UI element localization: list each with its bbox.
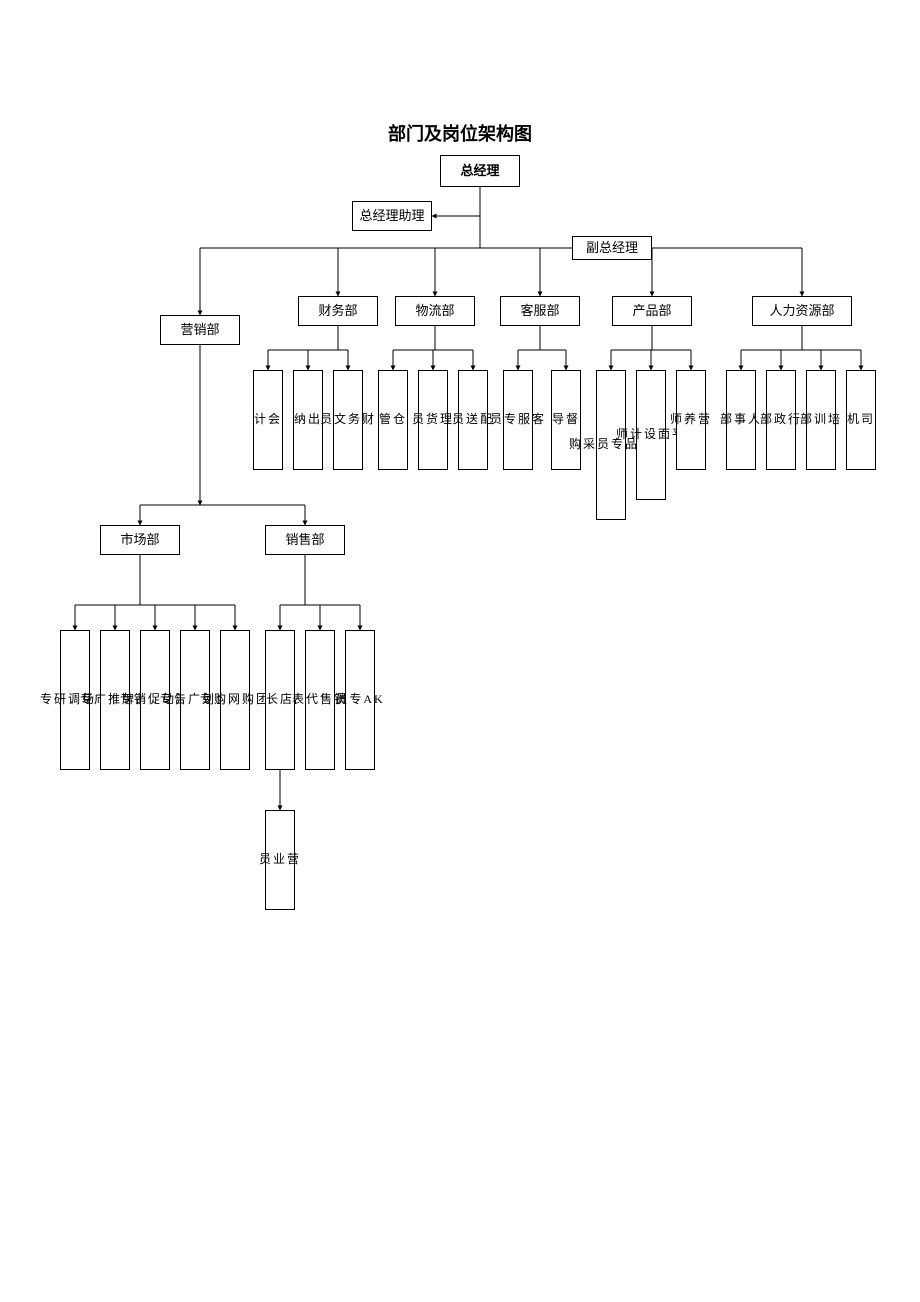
node-hr_driver: 司机: [846, 370, 876, 470]
node-sub_market: 市场部: [100, 525, 180, 555]
node-cs_spec: 客服专员: [503, 370, 533, 470]
node-prod_buy: 产品专员采购: [596, 370, 626, 520]
node-hr_train: 培训部: [806, 370, 836, 470]
node-sl_ka: KA专员: [345, 630, 375, 770]
chart-title: 部门及岗位架构图: [0, 120, 920, 146]
node-mk_group: 团购网购专: [220, 630, 250, 770]
node-dept_logistics: 物流部: [395, 296, 475, 326]
node-fin_acc: 会计: [253, 370, 283, 470]
node-sl_mgr: 店长: [265, 630, 295, 770]
node-hr_pers: 人事部: [726, 370, 756, 470]
node-sl_rep: 销售代表: [305, 630, 335, 770]
node-gm_asst: 总经理助理: [352, 201, 432, 231]
org-chart-stage: 部门及岗位架构图 总经理总经理助理副总经理营销部 财务部物流部客服部 产品部 人力资源…: [0, 0, 920, 1302]
node-dept_product: 产品部: [612, 296, 692, 326]
node-dept_finance: 财务部: [298, 296, 378, 326]
node-prod_des: 平面设计师: [636, 370, 666, 500]
node-dept_cs: 客服部: [500, 296, 580, 326]
node-dept_hr: 人力资源部: [752, 296, 852, 326]
node-gm: 总经理: [440, 155, 520, 187]
node-fin_clerk: 财务文员: [333, 370, 363, 470]
node-hr_admin: 行政部: [766, 370, 796, 470]
node-log_wh: 仓管: [378, 370, 408, 470]
connector-layer: [0, 0, 920, 1302]
node-dept_marketing: 营销部: [160, 315, 240, 345]
node-sl_clerk: 营业员: [265, 810, 295, 910]
node-log_tally: 理货员: [418, 370, 448, 470]
node-vgm: 副总经理: [572, 236, 652, 260]
node-sub_sales: 销售部: [265, 525, 345, 555]
node-fin_cash: 出纳: [293, 370, 323, 470]
node-log_deliv: 配送员: [458, 370, 488, 470]
node-prod_nut: 营养师: [676, 370, 706, 470]
node-cs_sup: 督导: [551, 370, 581, 470]
